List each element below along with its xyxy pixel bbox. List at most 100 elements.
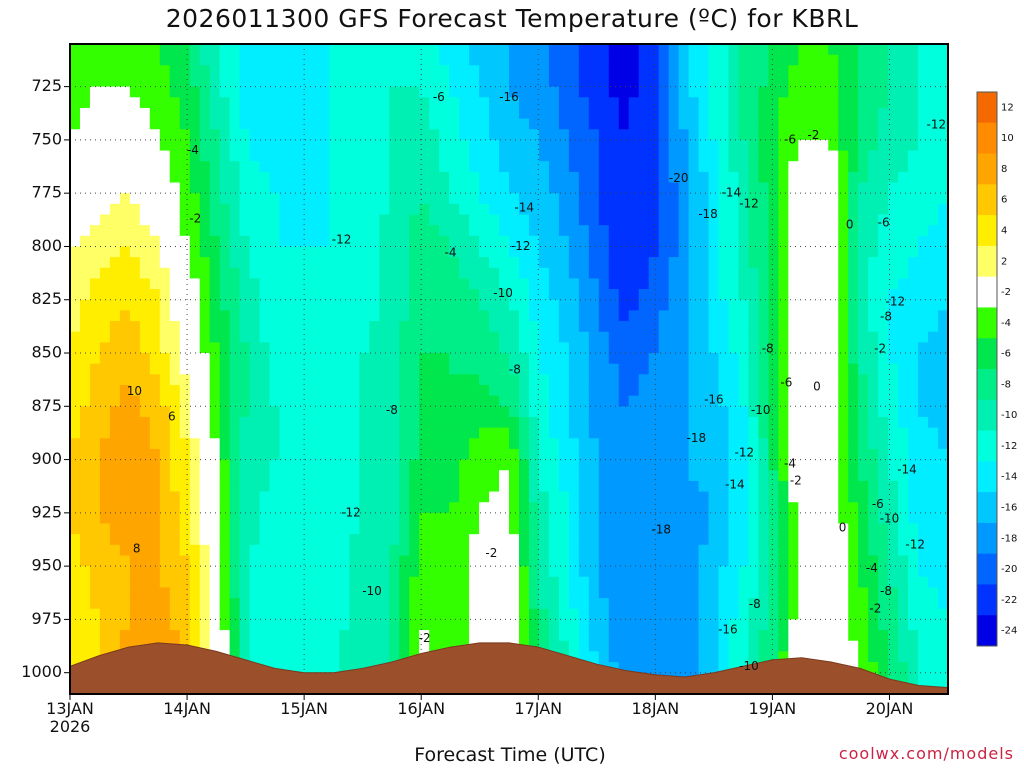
- temperature-cell: [558, 171, 570, 184]
- temperature-cell: [768, 54, 779, 66]
- temperature-cell: [399, 566, 410, 578]
- temperature-cell: [249, 608, 261, 621]
- temperature-cell: [838, 54, 849, 66]
- temperature-cell: [538, 235, 550, 248]
- temperature-cell: [509, 75, 520, 88]
- temperature-cell: [70, 107, 81, 120]
- temperature-cell: [70, 363, 81, 375]
- temperature-cell: [538, 342, 550, 354]
- temperature-cell: [109, 438, 121, 450]
- temperature-cell: [868, 139, 879, 152]
- temperature-cell: [489, 107, 500, 120]
- temperature-cell: [329, 289, 340, 301]
- temperature-cell: [708, 267, 720, 280]
- temperature-cell: [678, 384, 690, 397]
- temperature-cell: [289, 342, 301, 354]
- temperature-cell: [129, 427, 141, 439]
- temperature-cell: [139, 363, 151, 375]
- temperature-cell: [878, 331, 889, 343]
- temperature-cell: [189, 353, 201, 365]
- temperature-cell: [528, 502, 540, 514]
- temperature-cell: [598, 438, 610, 450]
- temperature-cell: [199, 566, 211, 578]
- temperature-cell: [798, 427, 809, 439]
- temperature-cell: [379, 374, 390, 386]
- temperature-cell: [518, 566, 530, 578]
- temperature-cell: [109, 310, 121, 322]
- temperature-cell: [409, 139, 420, 152]
- temperature-cell: [858, 598, 869, 610]
- temperature-cell: [798, 203, 809, 216]
- temperature-cell: [878, 619, 889, 631]
- temperature-cell: [119, 374, 131, 386]
- temperature-cell: [419, 139, 430, 152]
- temperature-cell: [598, 214, 610, 226]
- temperature-cell: [289, 182, 301, 194]
- temperature-cell: [778, 640, 789, 652]
- temperature-cell: [459, 587, 470, 599]
- temperature-cell: [678, 534, 690, 546]
- temperature-cell: [319, 374, 331, 386]
- temperature-cell: [169, 214, 181, 226]
- temperature-cell: [578, 54, 590, 66]
- temperature-cell: [209, 502, 221, 514]
- temperature-cell: [698, 342, 710, 354]
- temperature-cell: [209, 235, 221, 248]
- temperature-cell: [129, 608, 141, 621]
- temperature-cell: [259, 480, 271, 493]
- temperature-cell: [738, 161, 750, 173]
- temperature-cell: [389, 608, 400, 621]
- temperature-cell: [319, 544, 331, 557]
- temperature-cell: [289, 427, 301, 439]
- temperature-cell: [289, 566, 301, 578]
- temperature-cell: [70, 534, 81, 546]
- temperature-cell: [808, 65, 819, 77]
- temperature-cell: [528, 438, 540, 450]
- temperature-cell: [199, 491, 211, 503]
- temperature-cell: [668, 86, 680, 98]
- temperature-cell: [578, 257, 590, 269]
- temperature-cell: [868, 225, 879, 237]
- temperature-cell: [439, 438, 450, 450]
- temperature-cell: [798, 555, 809, 567]
- temperature-cell: [369, 566, 380, 578]
- temperature-cell: [259, 470, 271, 482]
- temperature-cell: [389, 129, 400, 141]
- temperature-cell: [818, 502, 829, 514]
- temperature-cell: [618, 54, 630, 66]
- temperature-cell: [608, 342, 620, 354]
- temperature-cell: [758, 363, 770, 375]
- temperature-cell: [499, 395, 510, 407]
- temperature-cell: [279, 384, 291, 397]
- temperature-cell: [479, 576, 490, 589]
- temperature-cell: [139, 278, 151, 290]
- temperature-cell: [718, 416, 730, 429]
- temperature-cell: [229, 363, 241, 375]
- temperature-cell: [758, 310, 770, 322]
- temperature-cell: [149, 97, 161, 109]
- temperature-cell: [369, 502, 380, 514]
- temperature-cell: [339, 576, 350, 589]
- temperature-cell: [329, 576, 340, 589]
- temperature-cell: [399, 310, 410, 322]
- temperature-cell: [119, 470, 131, 482]
- temperature-cell: [149, 384, 161, 397]
- temperature-cell: [319, 257, 331, 269]
- temperature-cell: [249, 278, 261, 290]
- temperature-cell: [698, 193, 710, 205]
- temperature-cell: [518, 374, 530, 386]
- temperature-cell: [548, 438, 560, 450]
- temperature-cell: [79, 257, 91, 269]
- temperature-cell: [638, 619, 650, 631]
- temperature-cell: [499, 459, 510, 471]
- temperature-cell: [379, 107, 390, 120]
- temperature-cell: [688, 193, 700, 205]
- temperature-cell: [279, 427, 291, 439]
- temperature-cell: [878, 587, 889, 599]
- temperature-cell: [718, 182, 730, 194]
- temperature-cell: [419, 182, 430, 194]
- temperature-cell: [379, 619, 390, 631]
- temperature-cell: [179, 214, 191, 226]
- temperature-cell: [838, 44, 849, 56]
- temperature-cell: [249, 225, 261, 237]
